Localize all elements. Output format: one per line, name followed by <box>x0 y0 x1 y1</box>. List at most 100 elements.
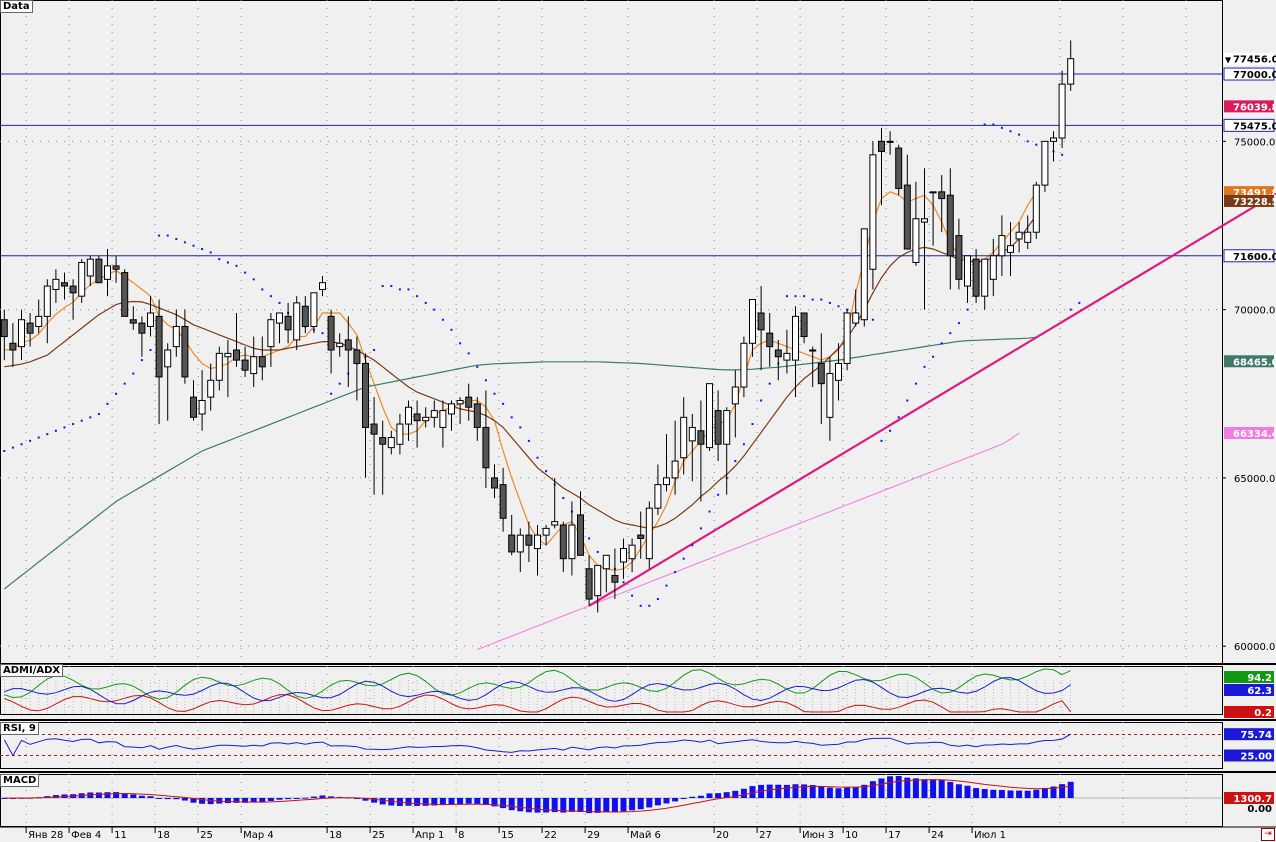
macd-histogram-bar <box>611 798 618 813</box>
candle <box>293 296 301 351</box>
sar-dot <box>433 308 436 311</box>
candle-body <box>121 272 129 317</box>
candle <box>749 299 756 357</box>
price-tag-label: 77456.0 <box>1233 55 1276 66</box>
macd-histogram-bar <box>319 795 326 798</box>
sar-dot <box>476 365 479 368</box>
x-tick-label: 24 <box>931 830 944 841</box>
sar-dot <box>484 379 487 382</box>
adx-minus-di-line <box>4 694 1072 713</box>
sar-dot <box>811 298 814 301</box>
sar-dot <box>63 426 66 429</box>
sar-dot <box>656 598 659 601</box>
sar-dot <box>897 416 900 419</box>
candle-body <box>955 235 963 280</box>
scroll-to-end-icon[interactable]: ⇥ <box>1261 828 1275 841</box>
candle <box>439 400 447 448</box>
candle-body <box>172 325 180 348</box>
macd-histogram-bar <box>362 798 369 801</box>
adx-readout-label: 0.2 <box>1254 708 1272 719</box>
sar-dot <box>261 288 264 291</box>
candle <box>972 249 980 303</box>
macd-histogram-bar <box>517 798 524 812</box>
macd-histogram-bar <box>740 788 747 798</box>
sar-dot <box>751 423 754 426</box>
price-tag <box>1223 249 1275 263</box>
macd-histogram-bar <box>766 784 773 798</box>
sar-dot <box>871 318 874 321</box>
macd-histogram-bar <box>371 798 378 803</box>
trendline <box>588 192 1276 607</box>
macd-histogram-bar <box>491 798 498 807</box>
macd-histogram-bar <box>930 779 937 798</box>
pane-border <box>0 722 1223 769</box>
candle <box>628 538 636 573</box>
x-tick-label: Июл 1 <box>974 830 1006 841</box>
candle <box>817 333 825 425</box>
candle-body <box>413 413 421 422</box>
sar-dot <box>493 392 496 395</box>
candle-body <box>835 362 842 381</box>
candle <box>465 383 473 421</box>
macd-histogram-bar <box>637 798 644 810</box>
candle-body <box>680 416 688 459</box>
macd-histogram-bar <box>672 798 679 802</box>
sar-dot <box>966 308 969 311</box>
macd-histogram-bar <box>302 797 309 799</box>
sar-dot <box>983 123 986 126</box>
x-tick-label: 22 <box>544 830 557 841</box>
candle-body <box>233 349 240 361</box>
macd-histogram-bar <box>457 798 464 805</box>
candle <box>35 299 43 334</box>
candle-body <box>362 362 369 428</box>
x-tick-label: 18 <box>157 830 170 841</box>
price-tag <box>1224 52 1274 65</box>
macd-histogram-bar <box>1041 787 1048 798</box>
x-tick-label: Фев 4 <box>71 830 101 841</box>
macd-histogram-bar <box>594 798 601 813</box>
candle <box>921 168 928 310</box>
macd-histogram-bar <box>835 788 842 798</box>
candle-body <box>1007 245 1014 253</box>
macd-histogram-bar <box>775 784 782 798</box>
macd-histogram-bar <box>130 794 137 798</box>
macd-histogram-bar <box>869 781 876 798</box>
candle-body <box>69 285 77 294</box>
candle-body <box>164 349 172 368</box>
candle-body <box>370 423 378 435</box>
candle <box>362 353 369 478</box>
y-tick-label: 65000.0 <box>1234 474 1275 485</box>
candle <box>525 521 533 563</box>
sar-dot <box>37 436 40 439</box>
candle <box>422 407 430 428</box>
candle-body <box>723 410 731 445</box>
candle-body <box>886 140 894 143</box>
candle <box>1024 215 1032 250</box>
candle <box>895 144 903 196</box>
sar-dot <box>175 237 178 240</box>
price-tag-label: 77000.0 <box>1233 70 1276 81</box>
candle <box>869 141 877 290</box>
candle-body <box>465 396 473 408</box>
candle-body <box>35 315 43 327</box>
candle <box>1058 70 1066 149</box>
x-tick-label: 27 <box>759 830 772 841</box>
sar-dot <box>373 349 376 352</box>
sar-dot <box>699 527 702 530</box>
candle-body <box>1058 83 1066 139</box>
candle-body <box>774 349 782 358</box>
candle-body <box>456 399 464 405</box>
sar-dot <box>588 537 591 540</box>
candle <box>516 528 524 573</box>
macd-histogram-bar <box>104 792 111 798</box>
sar-dot <box>398 288 401 291</box>
candle <box>18 309 25 361</box>
macd-histogram-bar <box>138 795 145 798</box>
price-tag-label: 76039.8 <box>1233 102 1276 113</box>
candle <box>327 309 335 374</box>
candle <box>250 336 258 388</box>
candle <box>826 356 834 441</box>
x-tick-label: 11 <box>114 830 127 841</box>
sar-dot <box>20 443 23 446</box>
